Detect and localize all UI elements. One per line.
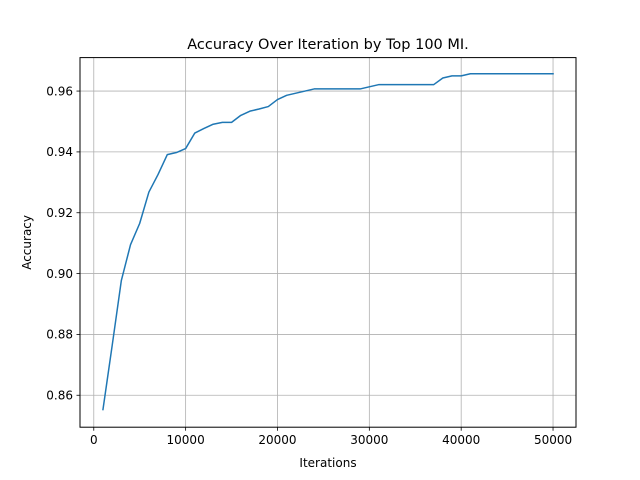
y-axis-label: Accuracy (20, 215, 34, 270)
accuracy-series-line (102, 72, 554, 411)
x-axis-label: Iterations (299, 456, 356, 470)
x-tick-label: 20000 (258, 433, 296, 447)
y-tick-label: 0.88 (46, 328, 73, 342)
y-tick-label: 0.90 (46, 267, 73, 281)
x-tick-label: 30000 (350, 433, 388, 447)
x-tick-label: 50000 (534, 433, 572, 447)
chart-title: Accuracy Over Iteration by Top 100 MI. (187, 37, 469, 53)
y-tick-label: 0.96 (46, 84, 73, 98)
y-tick-label: 0.86 (46, 388, 73, 402)
ticks: 0 10000 20000 30000 40000 50000 0.86 0.88 0.90 0.… (46, 84, 572, 447)
series-layer (102, 72, 554, 411)
grid (80, 57, 576, 428)
x-tick-label: 0 (90, 433, 98, 447)
plot-area-frame (79, 57, 577, 428)
x-tick-label: 40000 (442, 433, 480, 447)
x-tick-label: 10000 (167, 433, 205, 447)
y-tick-label: 0.94 (46, 145, 73, 159)
y-tick-label: 0.92 (46, 206, 73, 220)
